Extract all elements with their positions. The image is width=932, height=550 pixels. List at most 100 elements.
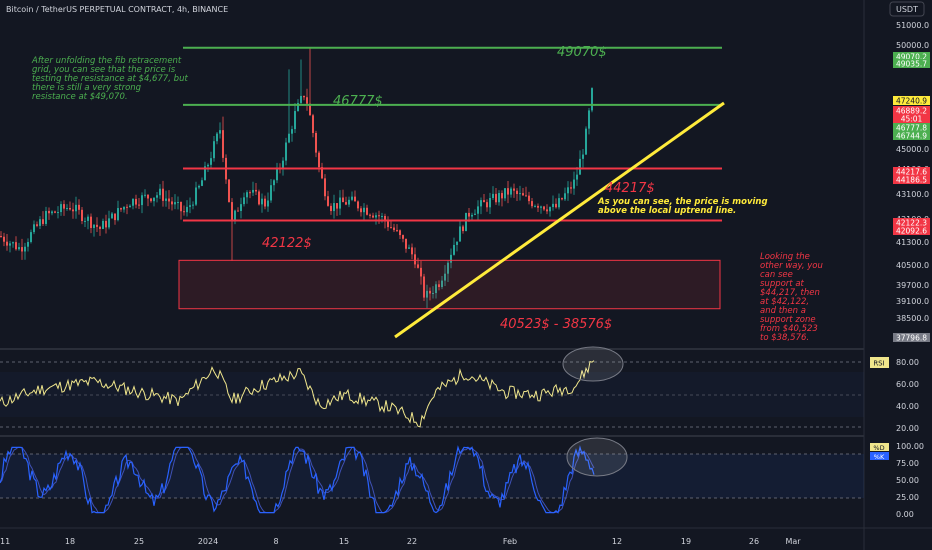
candle-body[interactable] xyxy=(276,168,278,181)
candle-body[interactable] xyxy=(513,188,515,191)
candle-body[interactable] xyxy=(525,195,527,197)
candle-body[interactable] xyxy=(24,246,26,252)
candle-body[interactable] xyxy=(408,247,410,249)
candle-body[interactable] xyxy=(477,206,479,214)
candle-body[interactable] xyxy=(69,207,71,210)
candle-body[interactable] xyxy=(456,241,458,245)
candle-body[interactable] xyxy=(261,198,263,205)
candle-body[interactable] xyxy=(6,241,8,246)
candle-body[interactable] xyxy=(330,205,332,212)
candle-body[interactable] xyxy=(351,196,353,200)
candle-body[interactable] xyxy=(264,198,266,207)
candle-body[interactable] xyxy=(474,213,476,215)
candle-body[interactable] xyxy=(15,242,17,250)
candle-body[interactable] xyxy=(0,236,2,238)
candle-body[interactable] xyxy=(90,216,92,228)
candle-body[interactable] xyxy=(492,193,494,199)
candle-body[interactable] xyxy=(327,196,329,206)
candle-body[interactable] xyxy=(381,215,383,217)
candle-body[interactable] xyxy=(372,215,374,218)
candle-body[interactable] xyxy=(96,224,98,227)
candle-body[interactable] xyxy=(63,204,65,209)
candle-body[interactable] xyxy=(321,167,323,179)
candle-body[interactable] xyxy=(573,179,575,189)
candle-body[interactable] xyxy=(315,132,317,153)
candle-body[interactable] xyxy=(567,187,569,194)
candle-body[interactable] xyxy=(147,194,149,199)
candle-body[interactable] xyxy=(207,164,209,167)
candle-body[interactable] xyxy=(246,192,248,198)
candle-body[interactable] xyxy=(399,230,401,236)
candle-body[interactable] xyxy=(219,130,221,134)
candle-body[interactable] xyxy=(162,188,164,201)
candle-body[interactable] xyxy=(369,214,371,216)
candle-body[interactable] xyxy=(180,201,182,212)
candle-body[interactable] xyxy=(33,224,35,233)
candle-body[interactable] xyxy=(366,207,368,215)
candle-body[interactable] xyxy=(51,211,53,214)
candle-body[interactable] xyxy=(471,214,473,217)
candle-body[interactable] xyxy=(540,206,542,208)
candle-body[interactable] xyxy=(441,280,443,288)
candle-body[interactable] xyxy=(510,188,512,195)
candle-body[interactable] xyxy=(273,180,275,186)
candle-body[interactable] xyxy=(537,205,539,208)
candle-body[interactable] xyxy=(435,284,437,294)
candle-body[interactable] xyxy=(75,204,77,212)
candle-body[interactable] xyxy=(591,88,593,111)
candle-body[interactable] xyxy=(177,201,179,203)
candle-body[interactable] xyxy=(519,193,521,195)
candle-body[interactable] xyxy=(159,188,161,196)
candle-body[interactable] xyxy=(135,198,137,205)
candle-body[interactable] xyxy=(120,208,122,210)
candle-body[interactable] xyxy=(282,160,284,169)
candle-body[interactable] xyxy=(501,193,503,199)
candle-body[interactable] xyxy=(111,213,113,219)
time-axis[interactable]: 11 18 25 2024 8 15 22 Feb 12 19 26 Mar xyxy=(0,537,801,546)
candle-body[interactable] xyxy=(105,220,107,228)
candle-body[interactable] xyxy=(231,202,233,221)
candle-body[interactable] xyxy=(495,193,497,203)
candle-body[interactable] xyxy=(60,204,62,213)
candle-body[interactable] xyxy=(72,209,74,212)
candle-body[interactable] xyxy=(288,133,290,143)
candle-body[interactable] xyxy=(141,195,143,206)
candle-body[interactable] xyxy=(234,210,236,221)
candle-body[interactable] xyxy=(84,220,86,222)
candle-body[interactable] xyxy=(462,226,464,232)
candle-body[interactable] xyxy=(39,219,41,226)
candle-body[interactable] xyxy=(411,247,413,255)
candle-body[interactable] xyxy=(174,202,176,205)
candle-body[interactable] xyxy=(588,110,590,129)
candle-body[interactable] xyxy=(138,204,140,206)
candle-body[interactable] xyxy=(255,189,257,192)
candle-body[interactable] xyxy=(297,102,299,112)
candle-body[interactable] xyxy=(102,220,104,229)
stoch-k-line[interactable] xyxy=(0,445,595,514)
candle-body[interactable] xyxy=(300,95,302,103)
candle-body[interactable] xyxy=(423,276,425,298)
candle-body[interactable] xyxy=(303,95,305,98)
candle-body[interactable] xyxy=(564,193,566,200)
candle-body[interactable] xyxy=(384,215,386,222)
candle-body[interactable] xyxy=(228,179,230,203)
candle-body[interactable] xyxy=(354,196,356,202)
candle-body[interactable] xyxy=(318,152,320,168)
candle-body[interactable] xyxy=(531,201,533,207)
symbol-title[interactable]: Bitcoin / TetherUS PERPETUAL CONTRACT, 4… xyxy=(6,5,228,14)
candle-body[interactable] xyxy=(252,189,254,193)
candle-body[interactable] xyxy=(390,227,392,229)
candle-body[interactable] xyxy=(216,133,218,142)
candle-body[interactable] xyxy=(546,209,548,212)
candle-body[interactable] xyxy=(210,158,212,165)
candle-body[interactable] xyxy=(516,190,518,194)
candle-body[interactable] xyxy=(186,206,188,213)
candle-body[interactable] xyxy=(387,221,389,228)
candle-body[interactable] xyxy=(558,198,560,208)
candle-body[interactable] xyxy=(117,208,119,221)
candle-body[interactable] xyxy=(483,200,485,203)
rsi-line[interactable] xyxy=(0,360,595,428)
candle-body[interactable] xyxy=(507,188,509,195)
candle-body[interactable] xyxy=(126,206,128,208)
candle-body[interactable] xyxy=(432,293,434,295)
